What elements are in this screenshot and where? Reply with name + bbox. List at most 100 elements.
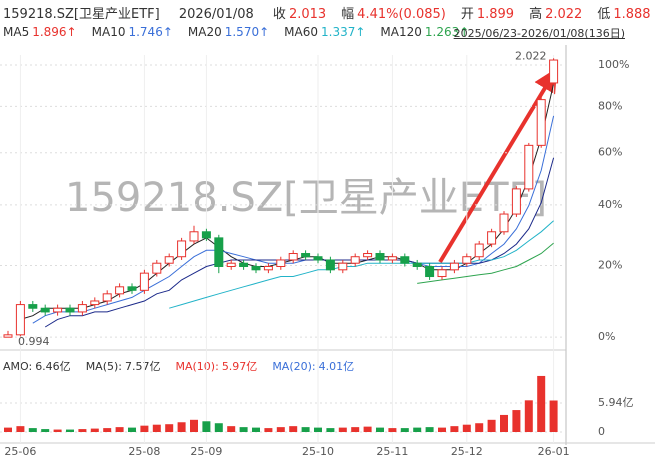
candle-body [288, 253, 298, 261]
ma-name: MA5 [3, 25, 30, 39]
volume-ma-label: MA(20): [272, 360, 316, 373]
volume-bar [227, 426, 236, 432]
price-annotation: 0.994 [18, 335, 50, 348]
candle-body [338, 262, 348, 271]
volume-bar [214, 423, 223, 432]
range-text: 2025/06/23-2026/01/08(136日) [453, 27, 625, 40]
candle-body [437, 269, 447, 278]
volume-bar [252, 427, 260, 432]
candle-body [425, 265, 435, 278]
x-tick-label: 25-06 [4, 445, 36, 458]
volume-bar [276, 427, 285, 432]
volume-bar [512, 410, 521, 432]
quote-value: 2.022 [545, 7, 583, 22]
candle-body [239, 262, 249, 267]
volume-bar [462, 424, 471, 432]
quote-row: 159218.SZ[卫星产业ETF] 2026/01/08 收 2.013 幅 4.4… [3, 3, 655, 22]
volume-ma-label: MA(5): [85, 360, 122, 373]
volume-bar [28, 428, 37, 432]
y-tick-label: 80% [598, 99, 622, 112]
candle-body [462, 256, 472, 264]
x-tick-label: 25-08 [128, 445, 160, 458]
candle-body [77, 304, 87, 313]
y-tick-label: 40% [598, 198, 622, 211]
ma-value: 1.746↑ [128, 25, 173, 39]
candle-body [251, 265, 261, 271]
candle-body [474, 243, 484, 258]
ma-value: 1.896↑ [32, 25, 77, 39]
y-tick-label: 20% [598, 259, 622, 272]
candle-body [350, 256, 360, 264]
volume-ma-label: MA(10): [175, 360, 219, 373]
volume-bar [475, 423, 484, 432]
candle-body [189, 231, 199, 242]
volume-bar [338, 427, 347, 432]
volume-bar [537, 375, 546, 432]
volume-bar [487, 419, 496, 432]
volume-tick-label: 0 [598, 425, 605, 438]
candle-body [301, 253, 311, 258]
quote-value: 2.013 [288, 7, 327, 22]
candle-body [127, 286, 137, 291]
volume-bar [66, 429, 74, 432]
candle-body [263, 265, 273, 271]
candle-body [536, 99, 546, 146]
ma-line [417, 242, 554, 284]
ma-line [169, 220, 554, 309]
volume-bar [152, 424, 161, 432]
volume-bar [314, 427, 322, 432]
candle-body [524, 144, 534, 190]
quote-label: 收 [272, 7, 286, 22]
quote-value: 4.41%(0.085) [357, 7, 446, 22]
volume-bar [128, 427, 136, 432]
ma-name: MA60 [284, 25, 318, 39]
x-tick-label: 25-12 [451, 445, 483, 458]
candle-body [90, 300, 100, 306]
price-annotation: 2.022 [515, 49, 547, 62]
candle-body [102, 293, 112, 302]
volume-bar [500, 414, 508, 432]
candle-body [214, 237, 224, 267]
ma-legend: MA5 1.896↑ MA10 1.746↑ MA20 1.570↑ MA60 1.337↑ M… [3, 25, 472, 39]
volume-bar [264, 428, 273, 432]
volume-ma-label: AMO: [3, 360, 33, 373]
volume-bar [450, 426, 459, 432]
candle-body [387, 256, 397, 261]
candle-body [325, 259, 335, 271]
y-tick-label: 0% [598, 330, 615, 343]
candle-body [177, 240, 187, 258]
symbol: 159218.SZ[卫星产业ETF] [3, 7, 160, 22]
volume-bar [388, 428, 397, 432]
volume-bar [78, 429, 87, 432]
volume-bar [400, 428, 409, 432]
candle-body [363, 253, 373, 258]
candle-body [40, 307, 50, 313]
volume-bar [376, 427, 384, 432]
volume-bar [140, 425, 149, 432]
volume-bar [202, 421, 211, 432]
candle-body [511, 188, 521, 215]
quote-label: 高 [529, 7, 543, 22]
candle-body [549, 59, 559, 84]
ma-name: MA10 [91, 25, 126, 39]
watermark: 159218.SZ[卫星产业ETF] [65, 175, 547, 221]
candle-body [201, 231, 211, 239]
volume-bar [413, 427, 422, 432]
ma-value: 1.570↑ [224, 25, 270, 39]
y-tick-label: 100% [598, 58, 629, 71]
quote-label: 开 [460, 7, 474, 22]
volume-ma-value: 5.97亿 [221, 360, 258, 373]
volume-bar [425, 427, 434, 432]
volume-bar [177, 422, 186, 432]
volume-ma-value: 6.46亿 [35, 360, 71, 373]
volume-bar [165, 424, 174, 432]
candle-body [3, 334, 13, 338]
volume-bar [41, 429, 50, 432]
volume-ma-value: 4.01亿 [318, 360, 355, 373]
volume-bar [524, 400, 533, 432]
volume-bar [301, 427, 310, 432]
x-tick-label: 25-10 [302, 445, 334, 458]
trend-arrow [438, 67, 558, 264]
quote-label: 幅 [341, 7, 355, 22]
